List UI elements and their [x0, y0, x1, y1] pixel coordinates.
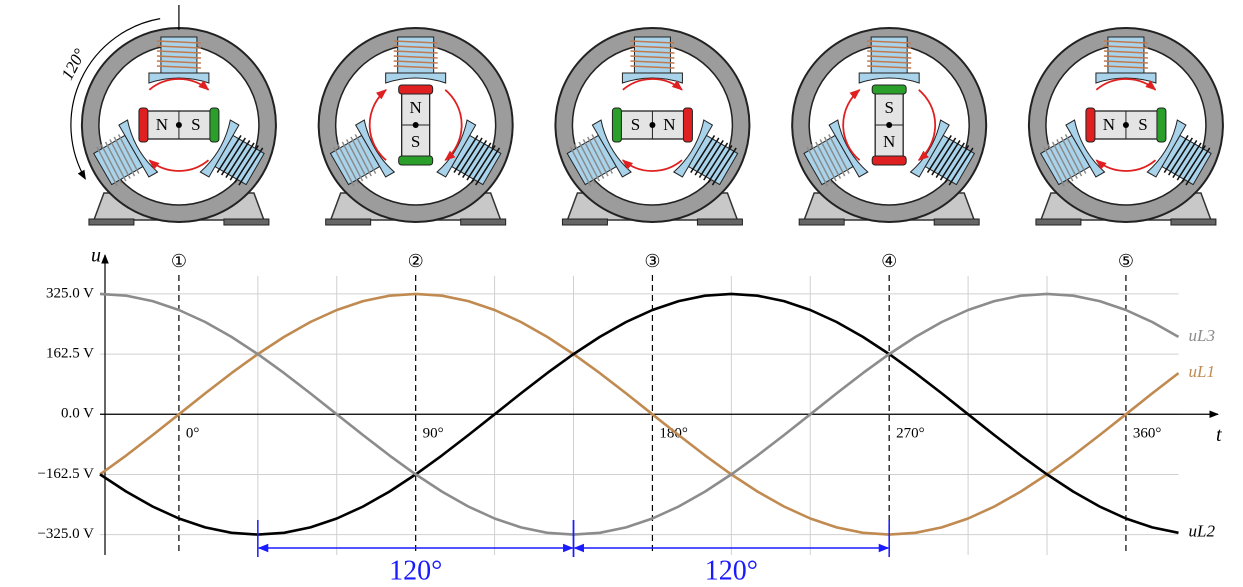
- motor-foot: [326, 219, 371, 225]
- rotor-pole-label: N: [663, 115, 675, 134]
- motor-foot: [1036, 219, 1081, 225]
- rotor-axis: [413, 122, 419, 128]
- motor-foot: [1171, 219, 1216, 225]
- motor: SN: [555, 28, 749, 225]
- position-marker: ①: [171, 251, 187, 271]
- rotor-pole: [1157, 108, 1166, 142]
- y-tick-label: 325.0 V: [46, 285, 94, 301]
- y-tick-label: −162.5 V: [37, 466, 94, 482]
- position-marker: ④: [881, 251, 897, 271]
- rotor-pole-label: N: [1103, 115, 1115, 134]
- motor: N S 120°: [58, 5, 276, 225]
- annotation-label: 120°: [705, 555, 758, 586]
- motor: NS: [319, 28, 513, 225]
- rotor-pole: [139, 108, 148, 142]
- rotor-pole: [872, 156, 906, 165]
- motor: SN: [792, 28, 986, 225]
- motor-foot: [89, 219, 134, 225]
- motor-foot: [224, 219, 269, 225]
- rotor-pole: [872, 85, 906, 94]
- rotor-pole: [683, 108, 692, 142]
- motor-foot: [697, 219, 742, 225]
- rotor-axis: [649, 122, 655, 128]
- y-axis-label: u: [91, 245, 101, 267]
- x-axis-label: t: [1216, 424, 1222, 446]
- x-tick-label: 270°: [896, 426, 925, 442]
- position-marker: ②: [408, 251, 424, 271]
- y-tick-label: −325.0 V: [37, 526, 94, 542]
- rotor-pole: [399, 85, 433, 94]
- rotor-pole-label: S: [884, 98, 893, 117]
- rotor-axis: [1123, 122, 1129, 128]
- rotor-axis: [886, 122, 892, 128]
- y-tick-label: 0.0 V: [61, 406, 94, 422]
- motor-foot: [799, 219, 844, 225]
- rotor-pole-label: S: [631, 115, 640, 134]
- motor-foot: [461, 219, 506, 225]
- x-tick-label: 360°: [1133, 426, 1162, 442]
- y-tick-label: 162.5 V: [46, 346, 94, 362]
- position-marker: ⑤: [1118, 251, 1134, 271]
- rotor-pole-label: N: [410, 98, 422, 117]
- motor-foot: [562, 219, 607, 225]
- rotor-pole: [399, 156, 433, 165]
- angle-label: 120°: [58, 45, 90, 83]
- x-tick-label: 90°: [423, 426, 444, 442]
- page: 325.0 V 162.5 V 0.0 V −162.5 V −325.0 V 0° ① 90…: [0, 0, 1243, 587]
- rotor-pole-label: N: [156, 115, 168, 134]
- rotor-pole-label: N: [883, 132, 895, 151]
- position-marker: ③: [644, 251, 660, 271]
- rotor-pole: [612, 108, 621, 142]
- rotor-pole-label: S: [1138, 115, 1147, 134]
- annotation-label: 120°: [389, 555, 442, 586]
- figure: 325.0 V 162.5 V 0.0 V −162.5 V −325.0 V 0° ① 90…: [0, 0, 1243, 587]
- x-tick-label: 0°: [186, 426, 200, 442]
- series-label: uL1: [1189, 362, 1215, 381]
- rotor-pole: [210, 108, 219, 142]
- rotor-pole: [1086, 108, 1095, 142]
- series-label: uL2: [1189, 522, 1216, 541]
- motor-foot: [934, 219, 979, 225]
- rotor-pole-label: S: [191, 115, 200, 134]
- series-label: uL3: [1189, 326, 1215, 345]
- rotor-axis: [176, 122, 182, 128]
- rotor-pole-label: S: [411, 132, 420, 151]
